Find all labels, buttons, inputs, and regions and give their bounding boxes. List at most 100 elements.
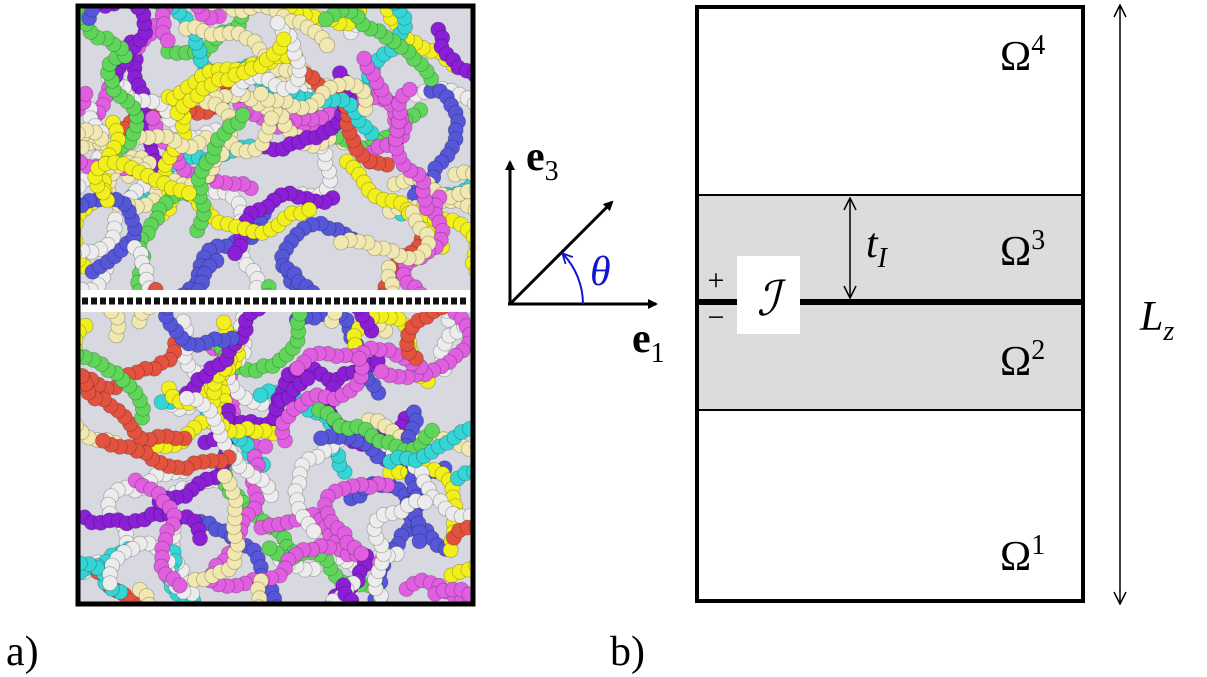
bead (374, 626, 389, 641)
bead (305, 284, 321, 290)
bead (215, 314, 232, 331)
bead (39, 411, 54, 426)
bead (391, 8, 408, 19)
region-label: Ω3 (1000, 225, 1045, 275)
bead (0, 591, 2, 606)
bead (13, 146, 28, 161)
bead (15, 553, 30, 568)
bead (138, 615, 153, 630)
bead (43, 166, 58, 181)
bead (30, 556, 45, 571)
bead (490, 542, 505, 557)
base: t (866, 221, 879, 267)
bead (424, 422, 441, 439)
bead (130, 8, 146, 16)
beads-top (8, 0, 568, 312)
bead (289, 360, 306, 377)
bead (305, 523, 322, 540)
bead (35, 171, 50, 186)
bead (49, 546, 64, 561)
bead (477, 555, 492, 570)
bead (256, 644, 271, 659)
bead (80, 126, 86, 142)
bead (275, 31, 292, 48)
region-label: Ω4 (1000, 30, 1045, 80)
bead (488, 83, 503, 98)
bead (313, 669, 328, 677)
bead (488, 134, 503, 149)
bead (301, 201, 318, 218)
bead (48, 390, 63, 405)
sub: I (877, 243, 889, 274)
bead (506, 103, 521, 118)
bead (58, 123, 73, 138)
bead (47, 407, 62, 422)
bead (283, 629, 298, 644)
bead (297, 644, 312, 659)
bead (36, 334, 51, 349)
bead (460, 440, 471, 457)
bead (468, 559, 471, 572)
bead (504, 335, 519, 350)
bead (500, 191, 515, 206)
bead (319, 629, 334, 644)
bead (199, 605, 214, 620)
sub: z (1162, 316, 1174, 347)
bead (512, 109, 527, 124)
bead (493, 435, 508, 450)
bead (483, 548, 498, 563)
bead (342, 625, 357, 640)
beads-bottom (0, 216, 571, 677)
bead (520, 517, 535, 532)
bead (291, 633, 306, 648)
bead (39, 142, 54, 157)
bead (488, 642, 503, 657)
bead (540, 502, 555, 517)
bead (10, 561, 25, 576)
bead (499, 543, 514, 558)
bead (486, 634, 501, 649)
bead (251, 312, 266, 317)
bead (53, 223, 68, 238)
bead (48, 216, 63, 231)
bead (31, 146, 46, 161)
bead (481, 261, 496, 276)
bead (351, 312, 365, 316)
bead (52, 390, 67, 405)
bead (299, 370, 316, 387)
bead (483, 616, 498, 631)
bead (56, 562, 71, 577)
angle-label: θ (590, 249, 611, 295)
bead (487, 519, 502, 534)
bead (162, 614, 177, 629)
index: 2 (1031, 335, 1045, 366)
bead (47, 381, 62, 396)
bead (463, 617, 478, 632)
bead (51, 0, 66, 11)
bead (340, 634, 355, 649)
bead (465, 626, 480, 641)
bead (553, 121, 568, 136)
bead (11, 213, 26, 228)
bead (548, 444, 563, 459)
bead (80, 333, 84, 347)
bead (257, 653, 272, 668)
bead (504, 193, 519, 208)
bead (80, 216, 84, 231)
bead (309, 661, 324, 676)
bead (80, 197, 90, 214)
bead (10, 0, 25, 2)
bead (488, 443, 503, 458)
bead (556, 448, 571, 463)
bead (262, 287, 273, 290)
bead (481, 129, 496, 144)
bead (8, 297, 23, 312)
bead (256, 635, 271, 650)
bead (181, 185, 197, 202)
bead (526, 510, 541, 525)
bead (388, 8, 401, 11)
bead (53, 222, 68, 237)
bead (328, 615, 343, 630)
bead (269, 666, 284, 677)
